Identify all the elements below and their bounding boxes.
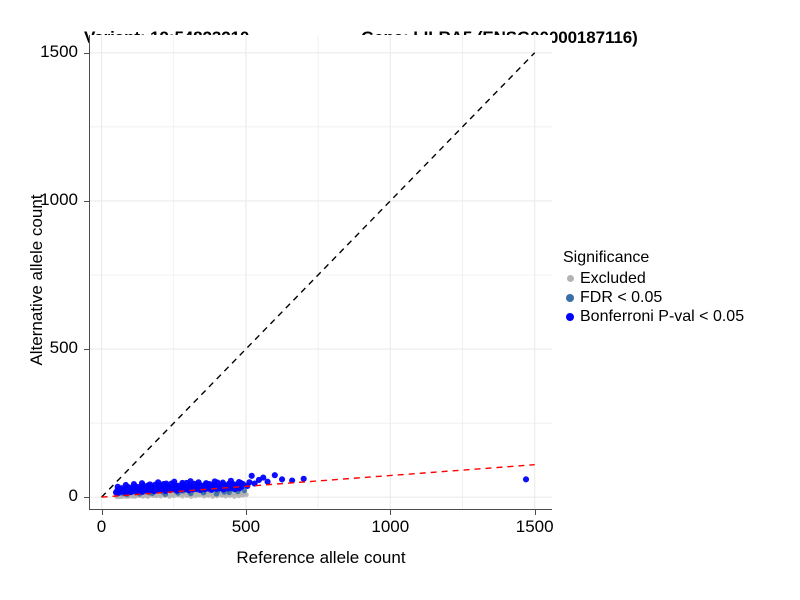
data-point [155, 479, 162, 486]
data-point [264, 478, 271, 485]
data-point [197, 493, 203, 498]
data-point [211, 478, 218, 485]
data-point [167, 494, 172, 499]
data-point [158, 493, 164, 499]
data-point [219, 479, 226, 486]
data-point [219, 493, 224, 498]
data-point [522, 476, 530, 483]
legend-dot [566, 312, 574, 321]
data-point [145, 494, 151, 499]
data-point [300, 475, 307, 482]
y-tick-mark [84, 349, 89, 350]
data-point [206, 493, 211, 498]
x-axis-title: Reference allele count [236, 548, 406, 567]
data-point [193, 493, 198, 499]
data-point [278, 476, 286, 483]
x-tick-label: 1000 [371, 517, 410, 536]
x-tick-label: 0 [96, 517, 107, 536]
data-point [223, 493, 229, 499]
legend-label: Excluded [580, 270, 646, 287]
data-point [132, 494, 138, 499]
data-point [271, 472, 278, 479]
data-point [163, 480, 170, 487]
data-point [179, 479, 186, 487]
x-tick-mark [390, 510, 392, 515]
legend-dot [566, 293, 574, 302]
legend-item-0[interactable]: Excluded [563, 269, 744, 288]
legend-key-dot-icon [563, 269, 577, 288]
legend-item-1[interactable]: FDR < 0.05 [563, 288, 744, 307]
data-point [184, 493, 190, 498]
data-point [246, 479, 253, 486]
legend-label: Bonferroni P-val < 0.05 [580, 308, 745, 325]
identity-line [101, 52, 536, 498]
data-point [187, 478, 194, 485]
series-2 [112, 472, 530, 497]
plot-svg [90, 35, 552, 509]
data-point [146, 481, 154, 488]
legend: Significance Excluded FDR < 0.05 Bonferron… [563, 249, 744, 326]
data-point [130, 481, 137, 488]
data-point [141, 493, 146, 499]
x-tick-label: 500 [231, 517, 261, 536]
plot-panel [90, 35, 552, 509]
data-point [203, 480, 210, 487]
legend-title: Significance [563, 249, 650, 266]
data-point [227, 477, 234, 484]
legend-label: FDR < 0.05 [580, 289, 663, 306]
data-point [232, 494, 237, 499]
x-axis-line [89, 509, 552, 510]
legend-item-2[interactable]: Bonferroni P-val < 0.05 [563, 307, 744, 326]
x-tick-label: 1500 [515, 517, 554, 536]
x-tick-mark [534, 510, 536, 515]
data-point [195, 479, 202, 486]
data-points [112, 472, 530, 500]
data-point [260, 474, 267, 481]
legend-key-dot-icon [563, 288, 577, 307]
data-point [171, 478, 178, 485]
data-point [248, 472, 255, 479]
y-axis-line [89, 35, 90, 509]
data-point [213, 491, 220, 497]
data-point [180, 493, 185, 499]
legend-key-dot-icon [563, 307, 577, 326]
data-point [114, 483, 121, 490]
data-point [138, 480, 146, 487]
data-point [240, 493, 246, 498]
y-tick-mark [84, 200, 89, 202]
grid-lines [90, 35, 552, 509]
y-tick-mark [84, 497, 89, 499]
data-point [236, 493, 242, 499]
legend-items: Excluded FDR < 0.05 Bonferroni P-val < 0.0… [563, 269, 744, 326]
data-point [154, 493, 159, 499]
y-tick-mark [84, 52, 89, 54]
data-point [171, 493, 177, 499]
legend-dot [566, 275, 574, 282]
x-tick-mark [245, 510, 247, 515]
data-point [122, 481, 129, 489]
reference-lines [101, 52, 536, 498]
data-point [210, 494, 216, 499]
x-tick-mark [101, 510, 103, 515]
